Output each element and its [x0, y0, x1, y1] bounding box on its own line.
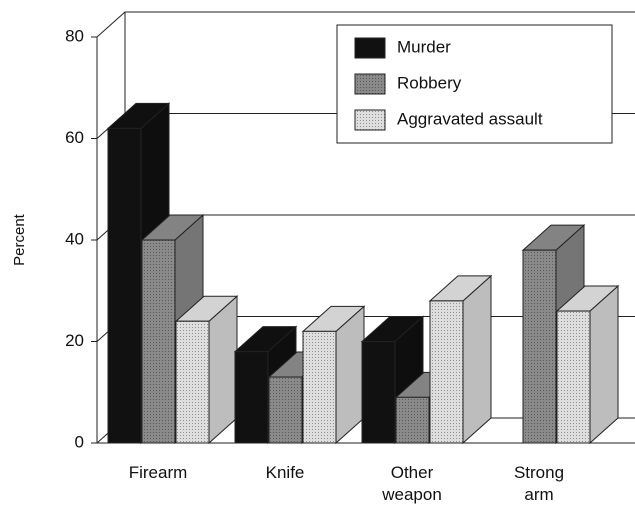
- bar-texture: [269, 377, 302, 443]
- bar-front: [361, 341, 396, 444]
- bar-front: [234, 351, 269, 444]
- bar-texture: [396, 397, 429, 443]
- legend-label: Aggravated assault: [397, 109, 543, 128]
- legend-label: Murder: [397, 37, 451, 56]
- legend-swatch: [354, 37, 386, 59]
- y-axis-label: Percent: [11, 213, 28, 266]
- legend-texture: [355, 110, 385, 130]
- bar-texture: [176, 321, 209, 443]
- bar-texture: [430, 300, 463, 443]
- legend-texture: [355, 74, 385, 94]
- bar: [555, 284, 620, 445]
- legend-label: Robbery: [397, 73, 462, 92]
- x-tick-label: Other weapon: [381, 463, 442, 504]
- x-tick-label: Knife: [266, 463, 305, 482]
- bar: [428, 274, 493, 445]
- x-tick-label: Strong arm: [514, 463, 564, 504]
- y-tick-label: 40: [65, 229, 84, 248]
- x-tick-label: Firearm: [129, 463, 188, 482]
- y-tick-label: 20: [65, 331, 84, 350]
- bar-side: [589, 284, 619, 445]
- bar-texture: [523, 250, 556, 443]
- bar: [174, 295, 239, 445]
- bar-texture: [557, 311, 590, 443]
- bar-texture: [142, 240, 175, 443]
- bar-side: [462, 274, 492, 445]
- y-tick-label: 80: [65, 26, 84, 45]
- bar: [301, 305, 366, 445]
- bar-texture: [303, 331, 336, 443]
- bar-front: [107, 127, 142, 444]
- y-tick-label: 60: [65, 128, 84, 147]
- y-tick-label: 0: [75, 432, 84, 451]
- bar-side: [208, 295, 238, 445]
